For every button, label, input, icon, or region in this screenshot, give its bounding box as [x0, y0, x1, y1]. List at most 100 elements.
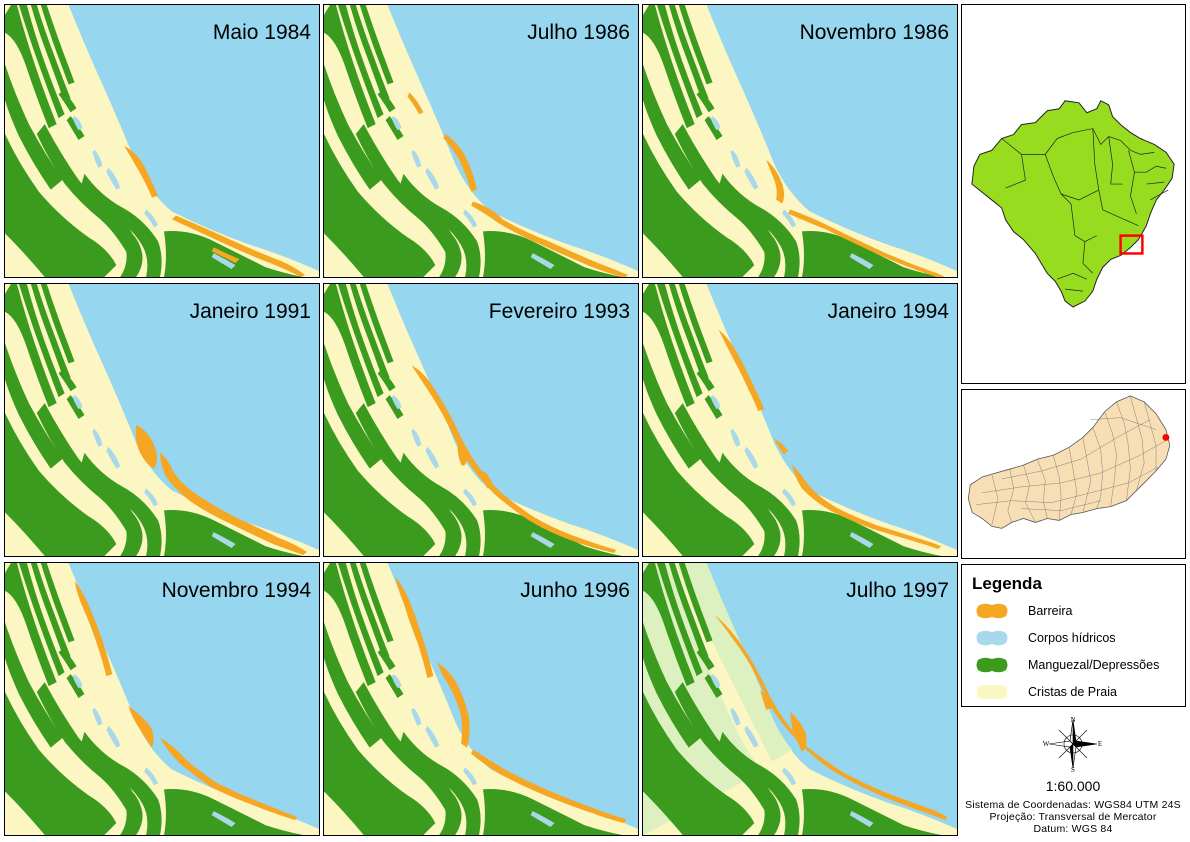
mangrove-patch	[399, 731, 481, 835]
mangrove-patch	[704, 674, 723, 699]
water-bodies	[72, 674, 236, 828]
water-body	[144, 767, 159, 786]
mangrove-patch	[5, 284, 57, 408]
mangrove-areas	[324, 5, 623, 277]
water-body	[463, 767, 478, 786]
water-body	[782, 209, 797, 228]
mangrove-patch	[482, 789, 623, 835]
barrier-feature	[788, 209, 946, 277]
mangrove-patch	[482, 231, 623, 277]
mangrove-patch	[324, 343, 382, 469]
water-body	[730, 707, 741, 726]
mangrove-patch	[349, 5, 390, 103]
water-body	[710, 116, 721, 131]
mangrove-patch	[30, 284, 71, 382]
compass-rose-icon: N S E W	[1043, 716, 1102, 774]
coast-map-svg	[324, 284, 638, 556]
water-bodies	[391, 116, 555, 270]
water-body	[391, 674, 402, 689]
mangrove-patch	[355, 124, 460, 256]
water-body	[425, 167, 440, 190]
barrier-group	[135, 424, 308, 556]
mangrove-patch	[36, 403, 141, 535]
map-panel: Maio 1984	[4, 4, 320, 278]
mangrove-patch	[801, 510, 942, 556]
mangrove-patch	[324, 284, 376, 408]
mangrove-patch	[120, 227, 143, 277]
map-panel: Novembro 1986	[642, 4, 958, 278]
water-body	[411, 707, 422, 726]
mangrove-patch	[5, 134, 117, 277]
water-bodies	[391, 674, 555, 828]
mangrove-patch	[58, 90, 77, 113]
water-body	[849, 811, 874, 828]
mangrove-patch	[656, 563, 703, 677]
mangrove-patch	[120, 506, 143, 556]
mangrove-patch	[5, 343, 63, 469]
panel-title: Janeiro 1994	[827, 300, 949, 323]
mangrove-patch	[355, 403, 460, 535]
water-body	[530, 811, 555, 828]
mangrove-patch	[163, 789, 304, 835]
coast-map-svg	[5, 5, 319, 277]
mangrove-patch	[643, 134, 755, 277]
beach-ridge-plain	[643, 284, 957, 556]
mangrove-patch	[30, 5, 71, 103]
water-body	[730, 428, 741, 447]
panel-title: Julho 1986	[527, 21, 630, 44]
mangrove-patch	[324, 563, 376, 687]
brazil-state-borders	[1001, 128, 1169, 292]
mangrove-patch	[5, 622, 63, 748]
scale-text: 1:60.000	[1045, 778, 1101, 794]
mangrove-patch	[349, 563, 390, 661]
mangrove-patch	[643, 64, 701, 190]
mangrove-patch	[801, 231, 942, 277]
barrier-feature	[211, 247, 240, 264]
mangrove-patch	[678, 563, 713, 643]
mangrove-patch	[482, 510, 623, 556]
mangrove-patch	[668, 284, 709, 382]
legend-label: Cristas de Praia	[1028, 685, 1117, 699]
cristas-swatch	[976, 684, 1008, 700]
mangrove-patch	[324, 134, 436, 277]
barrier-feature	[790, 711, 807, 752]
water-body	[744, 446, 759, 469]
mangrove-patch	[643, 5, 695, 129]
map-panel: Janeiro 1991	[4, 283, 320, 557]
water-body	[391, 116, 402, 131]
beach-ridge-plain	[324, 5, 638, 277]
barrier-group	[395, 576, 627, 824]
water-body	[730, 149, 741, 168]
water-bodies	[710, 395, 874, 549]
panel-title: Novembro 1994	[161, 579, 311, 602]
barrier-feature	[437, 662, 470, 748]
study-area-point	[1162, 433, 1170, 441]
water-body	[425, 725, 440, 748]
mangrove-patch	[66, 395, 85, 420]
water-body	[411, 428, 422, 447]
mangrove-patch	[66, 116, 85, 141]
mangrove-patch	[18, 563, 65, 677]
mangrove-patch	[377, 90, 396, 113]
legend-box: Legenda Barreira Corpos hídricos Manguez…	[961, 564, 1186, 707]
rj-locator-map	[961, 389, 1186, 559]
mangrove-patch	[80, 452, 162, 556]
water-body	[391, 395, 402, 410]
mangrove-patch	[678, 284, 713, 364]
map-panel: Novembro 1994	[4, 562, 320, 836]
water-body	[849, 532, 874, 549]
mangrove-patch	[5, 5, 57, 129]
legend-item-corpos-hidricos: Corpos hídricos	[974, 628, 1116, 648]
mangrove-patch	[349, 284, 390, 382]
mangrove-patch	[359, 563, 394, 643]
coast-map-svg	[643, 5, 957, 277]
barrier-group	[718, 329, 942, 550]
water-body	[710, 395, 721, 410]
water-body	[211, 532, 236, 549]
brazil-map-svg	[971, 100, 1175, 308]
mangrove-patch	[718, 731, 800, 835]
mangrove-patch	[643, 692, 755, 835]
mangrove-patch	[337, 284, 384, 398]
water-body	[72, 395, 83, 410]
barrier-group	[74, 580, 298, 821]
